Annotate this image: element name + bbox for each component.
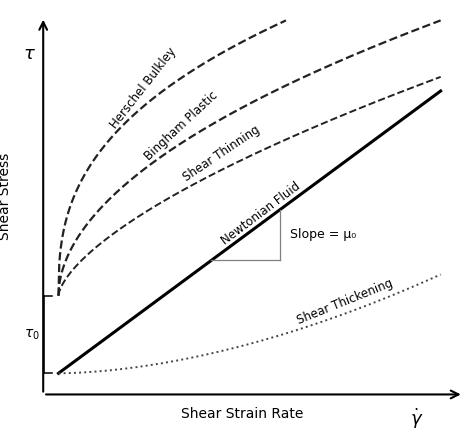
- Text: Newtonian Fluid: Newtonian Fluid: [219, 180, 303, 247]
- Text: Slope = μ₀: Slope = μ₀: [290, 229, 356, 242]
- Text: Shear Thickening: Shear Thickening: [295, 277, 395, 327]
- Text: $\dot{\gamma}$: $\dot{\gamma}$: [410, 407, 423, 431]
- Text: Herschel Bulkley: Herschel Bulkley: [108, 45, 179, 131]
- Text: $\tau$: $\tau$: [23, 45, 36, 63]
- Text: Shear Strain Rate: Shear Strain Rate: [181, 407, 303, 421]
- Text: Shear Thinning: Shear Thinning: [181, 123, 262, 184]
- Text: $\tau_0$: $\tau_0$: [24, 327, 39, 342]
- Text: Shear Stress: Shear Stress: [0, 153, 12, 240]
- Text: Bingham Plastic: Bingham Plastic: [143, 89, 221, 163]
